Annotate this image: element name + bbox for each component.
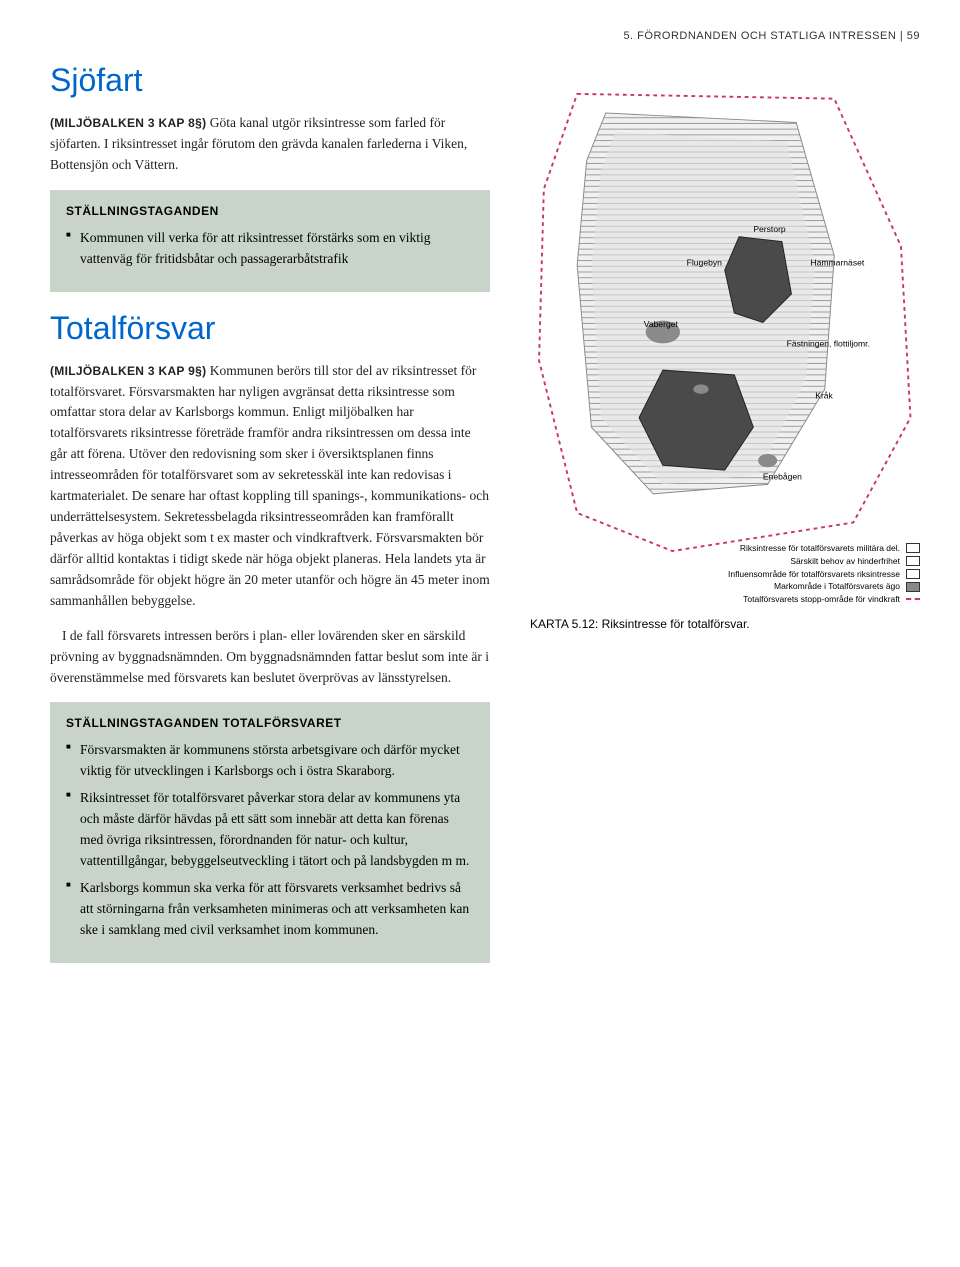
sjofart-title: Sjöfart [50, 62, 490, 99]
totalforsvar-p2: I de fall försvarets intressen berörs i … [50, 626, 490, 689]
sjofart-ref: (MILJÖBALKEN 3 KAP 8§) [50, 116, 206, 130]
page-header: 5. FÖRORDNANDEN OCH STATLIGA INTRESSEN |… [50, 30, 920, 42]
sjofart-stance-list: Kommunen vill verka för att riksintresse… [66, 228, 474, 270]
map-label-fastningen: Fästningen, flottiljomr. [787, 338, 870, 348]
map-legend: Riksintresse för totalförsvarets militär… [728, 542, 920, 606]
text-column: Sjöfart (MILJÖBALKEN 3 KAP 8§) Göta kana… [50, 62, 490, 981]
legend-swatch [906, 582, 920, 592]
legend-row: Särskilt behov av hinderfrihet [728, 555, 920, 568]
legend-label: Influensområde för totalförsvarets riksi… [728, 568, 900, 581]
sjofart-stance-box: STÄLLNINGSTAGANDEN Kommunen vill verka f… [50, 190, 490, 292]
legend-row: Markområde i Totalförsvarets ägo [728, 580, 920, 593]
totalforsvar-stance-item: Försvarsmakten är kommunens största arbe… [66, 740, 474, 782]
legend-swatch [906, 569, 920, 579]
totalforsvar-stance-item: Karlsborgs kommun ska verka för att förs… [66, 878, 474, 941]
sjofart-stance-title: STÄLLNINGSTAGANDEN [66, 204, 474, 218]
legend-row: Riksintresse för totalförsvarets militär… [728, 542, 920, 555]
totalforsvar-title: Totalförsvar [50, 310, 490, 347]
totalforsvar-stance-box: STÄLLNINGSTAGANDEN TOTALFÖRSVARET Försva… [50, 702, 490, 962]
legend-label: Särskilt behov av hinderfrihet [790, 555, 900, 568]
totalforsvar-ref: (MILJÖBALKEN 3 KAP 9§) [50, 364, 206, 378]
map-mark-enebagen [758, 454, 777, 467]
legend-label: Riksintresse för totalförsvarets militär… [740, 542, 900, 555]
legend-swatch [906, 556, 920, 566]
legend-label: Markområde i Totalförsvarets ägo [774, 580, 900, 593]
totalforsvar-stance-item: Riksintresset för totalförsvaret påverka… [66, 788, 474, 872]
legend-label: Totalförsvarets stopp-område för vindkra… [743, 593, 900, 606]
map-column: Perstorp Flugebyn Hammarnäset Vaberget F… [520, 62, 920, 981]
map-label-enebagen: Enebågen [763, 472, 802, 482]
totalforsvar-stance-list: Försvarsmakten är kommunens största arbe… [66, 740, 474, 940]
map-label-hammarnaset: Hammarnäset [810, 257, 864, 267]
sjofart-intro: (MILJÖBALKEN 3 KAP 8§) Göta kanal utgör … [50, 113, 490, 176]
legend-swatch [906, 543, 920, 553]
legend-row: Influensområde för totalförsvarets riksi… [728, 568, 920, 581]
map-label-krak: Kråk [815, 391, 833, 401]
legend-row: Totalförsvarets stopp-område för vindkra… [728, 593, 920, 606]
map-svg: Perstorp Flugebyn Hammarnäset Vaberget F… [520, 62, 920, 602]
map-caption: KARTA 5.12: Riksintresse för totalförsva… [530, 617, 920, 631]
totalforsvar-p1-text: Kommunen berörs till stor del av riksint… [50, 363, 490, 608]
main-columns: Sjöfart (MILJÖBALKEN 3 KAP 8§) Göta kana… [50, 62, 920, 981]
sjofart-stance-item: Kommunen vill verka för att riksintresse… [66, 228, 474, 270]
map-label-perstorp: Perstorp [753, 224, 786, 234]
map-label-flugebyn: Flugebyn [687, 257, 722, 267]
legend-swatch-line [906, 598, 920, 600]
map-label-vaberget: Vaberget [644, 319, 679, 329]
map-mark-small [693, 384, 708, 394]
totalforsvar-p1: (MILJÖBALKEN 3 KAP 9§) Kommunen berörs t… [50, 361, 490, 612]
totalforsvar-stance-title: STÄLLNINGSTAGANDEN TOTALFÖRSVARET [66, 716, 474, 730]
